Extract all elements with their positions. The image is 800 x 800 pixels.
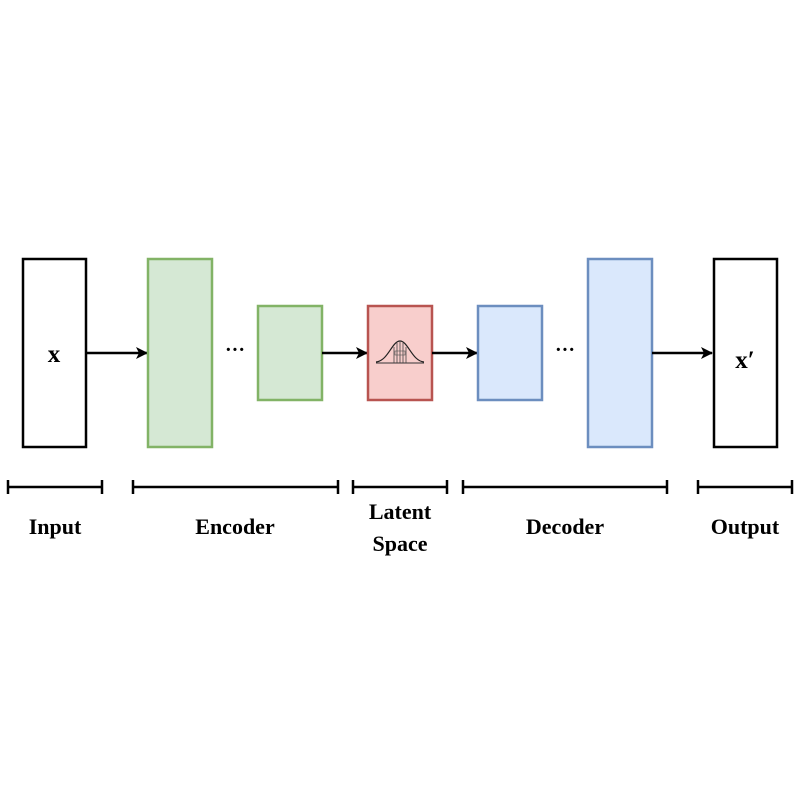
encoder-layer-large — [148, 259, 212, 447]
bracket-output — [698, 480, 792, 494]
bracket-encoder — [133, 480, 338, 494]
section-label-latent-line2: Space — [373, 531, 428, 556]
section-label-output: Output — [711, 514, 780, 539]
input-symbol: x — [48, 341, 61, 368]
section-label-input: Input — [29, 514, 82, 539]
encoder-layer-small — [258, 306, 322, 400]
section-label-latent-line1: Latent — [369, 499, 432, 524]
bracket-latent — [353, 480, 447, 494]
output-symbol: x′ — [735, 347, 755, 374]
bracket-decoder — [463, 480, 667, 494]
decoder-ellipsis: ··· — [555, 339, 575, 361]
encoder-ellipsis: ··· — [225, 339, 245, 361]
section-label-encoder: Encoder — [195, 514, 275, 539]
section-brackets — [8, 480, 792, 494]
bracket-input — [8, 480, 102, 494]
section-label-decoder: Decoder — [526, 514, 604, 539]
decoder-layer-small — [478, 306, 542, 400]
decoder-layer-large — [588, 259, 652, 447]
